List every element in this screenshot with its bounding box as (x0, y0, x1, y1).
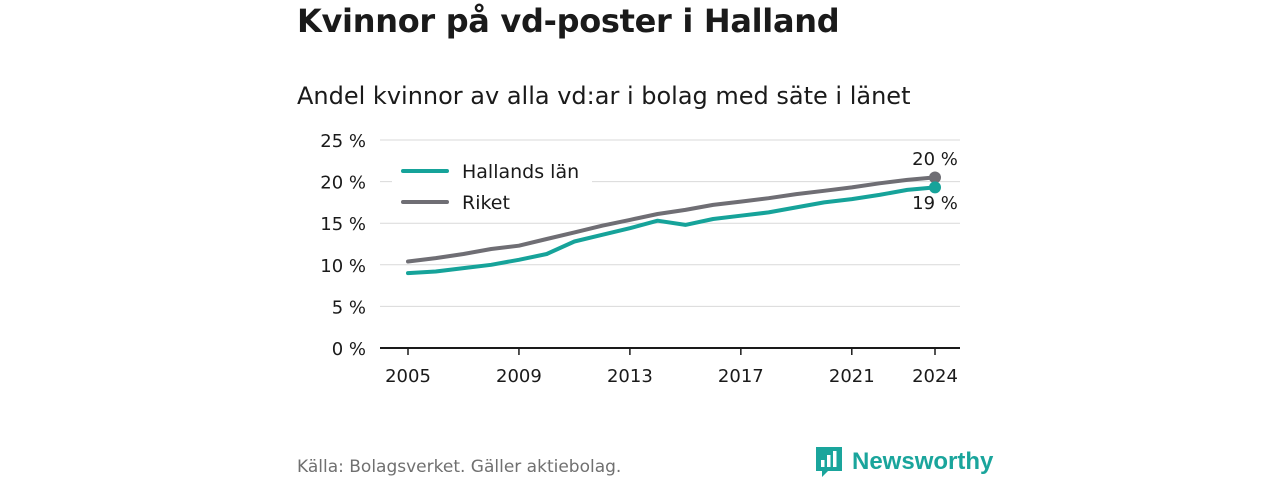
x-axis: 2005 2009 2013 2017 2021 2024 (380, 347, 960, 387)
y-tick-label: 0 % (332, 339, 366, 360)
y-tick-label: 15 % (320, 214, 366, 235)
end-label-riket: 20 % (912, 149, 958, 170)
brand-logo: Newsworthy (814, 445, 993, 479)
x-tick-label: 2013 (607, 366, 653, 387)
series-lines: 20 % 19 % (406, 149, 958, 276)
x-tick-label: 2021 (829, 366, 875, 387)
y-tick-label: 10 % (320, 256, 366, 277)
x-tick-label: 2005 (385, 366, 431, 387)
bar-chart-speech-bubble-icon (816, 447, 842, 477)
chart-subtitle: Andel kvinnor av alla vd:ar i bolag med … (297, 82, 911, 110)
source-note: Källa: Bolagsverket. Gäller aktiebolag. (297, 457, 622, 477)
x-tick-label: 2009 (496, 366, 542, 387)
y-tick-label: 20 % (320, 173, 366, 194)
end-label-hallands-lan: 19 % (912, 193, 958, 214)
series-line-0 (406, 185, 937, 276)
y-tick-label: 5 % (332, 297, 366, 318)
x-tick-label: 2024 (912, 366, 958, 387)
legend-label: Riket (462, 192, 510, 214)
y-axis-tick-labels: 0 % 5 % 10 % 15 % 20 % 25 % (320, 131, 366, 360)
y-tick-label: 25 % (320, 131, 366, 152)
series-end-point-1 (929, 171, 941, 184)
brand-name: Newsworthy (852, 448, 994, 475)
x-tick-label: 2017 (718, 366, 764, 387)
legend: Hallands län Riket (392, 154, 592, 218)
page-title: Kvinnor på vd-poster i Halland (297, 2, 840, 40)
series-line-1 (406, 175, 937, 264)
series-end-point-0 (929, 181, 941, 194)
legend-label: Hallands län (462, 161, 579, 183)
legend-background (392, 154, 592, 218)
